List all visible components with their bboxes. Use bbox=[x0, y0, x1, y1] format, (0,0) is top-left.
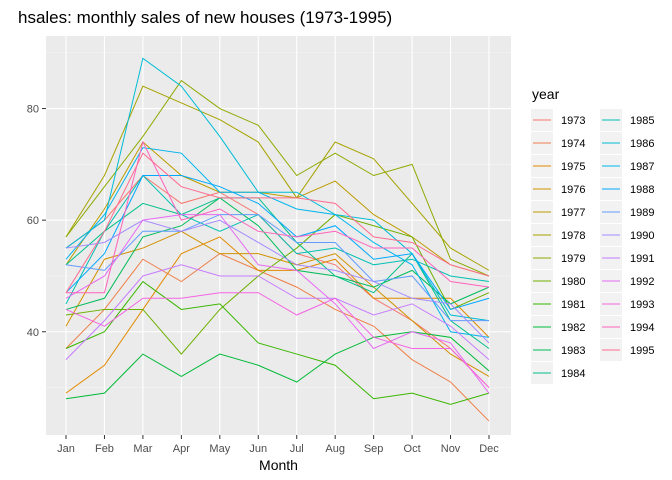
legend-label-1978: 1978 bbox=[561, 230, 585, 242]
legend-title: year bbox=[532, 86, 560, 102]
series-line-1990 bbox=[65, 219, 490, 344]
legend-label-1982: 1982 bbox=[561, 322, 585, 334]
series-line-1991 bbox=[65, 264, 490, 361]
series-line-1981 bbox=[65, 280, 490, 405]
series-line-1975 bbox=[65, 236, 490, 394]
series-line-1995 bbox=[65, 152, 490, 293]
x-tick-label: Jan bbox=[57, 443, 75, 455]
x-axis-title: Month bbox=[259, 457, 298, 473]
legend-label-1984: 1984 bbox=[561, 368, 585, 380]
series-line-1988 bbox=[65, 175, 490, 311]
y-tick-label: 40 bbox=[27, 327, 39, 339]
series-line-1980 bbox=[65, 214, 490, 355]
series-line-1992 bbox=[65, 214, 490, 394]
legend-label-1974: 1974 bbox=[561, 138, 585, 150]
legend-label-1973: 1973 bbox=[561, 115, 585, 127]
legend-label-1980: 1980 bbox=[561, 276, 585, 288]
x-tick-label: Aug bbox=[325, 443, 345, 455]
x-tick-label: Nov bbox=[441, 443, 461, 455]
legend-label-1981: 1981 bbox=[561, 299, 585, 311]
x-tick-label: Sep bbox=[364, 443, 384, 455]
series-line-1986 bbox=[65, 57, 490, 322]
series-line-1977 bbox=[65, 141, 490, 277]
legend-label-1977: 1977 bbox=[561, 207, 585, 219]
chart-title: hsales: monthly sales of new houses (197… bbox=[18, 8, 393, 27]
legend-label-1990: 1990 bbox=[630, 230, 654, 242]
x-tick-label: Apr bbox=[173, 443, 190, 455]
legend-label-1976: 1976 bbox=[561, 184, 585, 196]
x-tick-label: Jun bbox=[249, 443, 267, 455]
legend-label-1995: 1995 bbox=[630, 345, 654, 357]
series-line-1993 bbox=[65, 292, 490, 388]
x-tick-label: Dec bbox=[479, 443, 499, 455]
series-line-1978 bbox=[65, 85, 490, 271]
legend-label-1975: 1975 bbox=[561, 161, 585, 173]
legend-label-1988: 1988 bbox=[630, 184, 654, 196]
series-line-1987 bbox=[65, 147, 490, 338]
x-tick-label: Jul bbox=[290, 443, 304, 455]
series-line-1982 bbox=[65, 331, 490, 400]
legend-label-1993: 1993 bbox=[630, 299, 654, 311]
series-line-1979 bbox=[65, 79, 490, 277]
y-tick-label: 80 bbox=[27, 104, 39, 116]
series-line-1976 bbox=[65, 230, 490, 377]
legend-label-1979: 1979 bbox=[561, 253, 585, 265]
x-tick-label: Feb bbox=[95, 443, 114, 455]
series-line-1989 bbox=[65, 214, 489, 322]
legend-label-1986: 1986 bbox=[630, 138, 654, 150]
legend-label-1992: 1992 bbox=[630, 276, 654, 288]
legend-label-1991: 1991 bbox=[630, 253, 654, 265]
x-tick-label: Mar bbox=[133, 443, 152, 455]
legend-label-1983: 1983 bbox=[561, 345, 585, 357]
series-line-1974 bbox=[65, 253, 490, 422]
legend-label-1987: 1987 bbox=[630, 161, 654, 173]
legend-label-1985: 1985 bbox=[630, 115, 654, 127]
x-tick-label: May bbox=[209, 443, 230, 455]
legend-label-1989: 1989 bbox=[630, 207, 654, 219]
y-tick-label: 60 bbox=[27, 215, 39, 227]
x-tick-label: Oct bbox=[404, 443, 421, 455]
legend-label-1994: 1994 bbox=[630, 322, 654, 334]
